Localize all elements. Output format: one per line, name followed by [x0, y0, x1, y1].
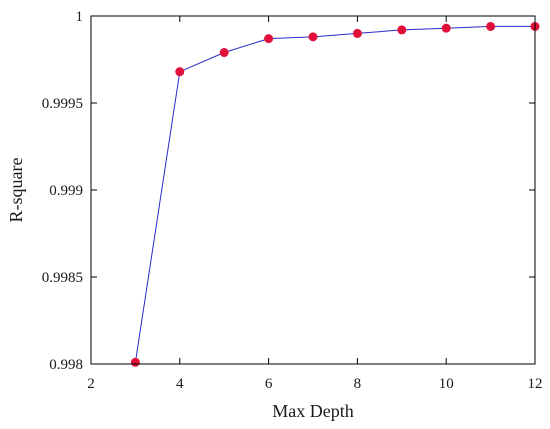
x-tick-label: 10: [439, 376, 454, 392]
series-layer: [130, 21, 540, 367]
x-axis-title: Max Depth: [272, 401, 353, 421]
x-tick-label: 8: [354, 376, 362, 392]
x-tick-label: 6: [265, 376, 273, 392]
series-line: [134, 25, 535, 363]
data-point: [352, 28, 362, 38]
x-tick-label: 4: [176, 376, 184, 392]
plot-frame: [90, 15, 536, 365]
data-point: [219, 48, 229, 58]
y-tick-label: 0.9995: [42, 96, 83, 112]
y-tick-label: 0.999: [49, 183, 83, 199]
ticks-layer: 2 4 6 8 10 12 0.998 0.9985 0.999 0.9995 1: [42, 9, 543, 392]
y-tick-label: 1: [76, 9, 84, 25]
y-axis-title: R-square: [6, 158, 26, 223]
data-point: [441, 23, 451, 33]
y-tick-label: 0.9985: [42, 270, 83, 286]
y-tick-label: 0.998: [49, 357, 83, 373]
data-point: [175, 67, 185, 77]
data-point: [130, 357, 140, 367]
x-tick-label: 2: [87, 376, 95, 392]
data-point: [486, 21, 496, 31]
x-tick-label: 12: [528, 376, 543, 392]
data-point: [397, 25, 407, 35]
data-point: [308, 32, 318, 42]
data-point: [264, 34, 274, 44]
